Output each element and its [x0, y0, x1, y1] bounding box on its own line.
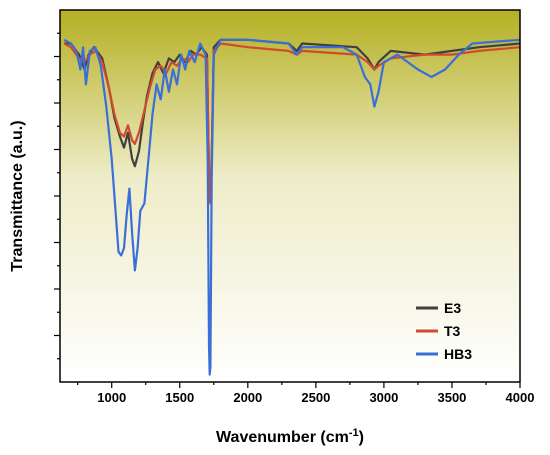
legend-label-t3: T3: [444, 323, 461, 339]
x-tick-label: 3500: [437, 390, 466, 405]
x-axis-title: Wavenumber (cm-1): [216, 427, 364, 446]
x-tick-label: 1500: [165, 390, 194, 405]
x-tick-label: 4000: [506, 390, 535, 405]
x-axis: 1000 1500 2000 2500 3000 3500 4000: [77, 382, 535, 405]
x-tick-label: 2500: [301, 390, 330, 405]
y-axis: [54, 32, 60, 360]
x-tick-label: 2000: [233, 390, 262, 405]
plot-background: [60, 10, 520, 382]
series-layer: [63, 38, 520, 376]
legend: E3 T3 HB3: [416, 300, 472, 362]
x-tick-label: 1000: [97, 390, 126, 405]
series-line-hb3: [63, 38, 520, 376]
y-axis-title: Transmittance (a.u.): [9, 120, 26, 271]
legend-label-hb3: HB3: [444, 346, 472, 362]
x-tick-label: 3000: [369, 390, 398, 405]
legend-label-e3: E3: [444, 300, 461, 316]
